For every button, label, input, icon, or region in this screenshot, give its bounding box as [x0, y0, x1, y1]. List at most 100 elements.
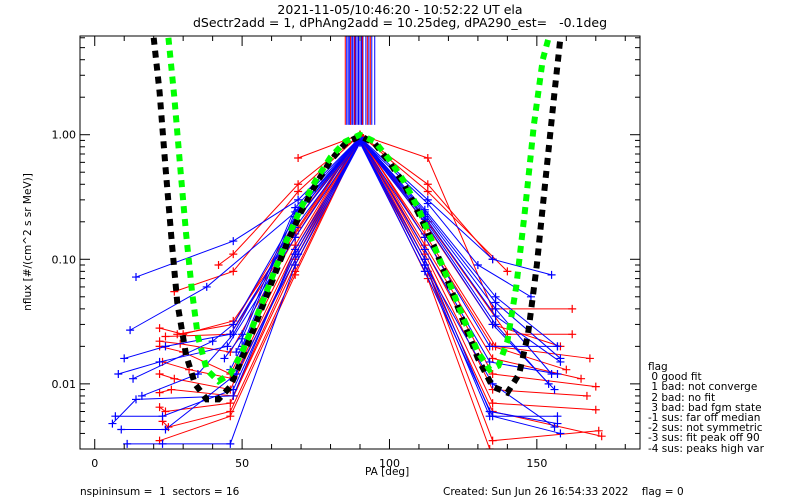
data-point-marker — [126, 326, 135, 335]
data-point-marker — [294, 180, 303, 189]
data-point-marker — [208, 337, 217, 346]
data-point-marker — [553, 412, 562, 421]
data-point-marker — [155, 403, 164, 412]
x-axis-label: PA [deg] — [365, 466, 410, 478]
data-point-marker — [488, 399, 497, 408]
data-point-marker — [547, 270, 556, 279]
data-point-marker — [491, 320, 500, 329]
data-point-marker — [420, 267, 429, 276]
data-point-marker — [591, 382, 600, 391]
data-point-marker — [155, 357, 164, 366]
series-line — [124, 139, 558, 359]
data-point-marker — [294, 187, 303, 196]
axes-group: 0 50 100 150 0.01 0.10 1.00 — [52, 35, 641, 470]
data-point-marker — [550, 385, 559, 394]
data-point-marker — [291, 260, 300, 269]
x-tick-label: 0 — [91, 457, 98, 470]
legend-title: flag — [648, 361, 668, 373]
data-point-marker — [167, 385, 176, 394]
data-point-marker — [556, 429, 565, 438]
data-point-marker — [503, 267, 512, 276]
data-point-marker — [137, 391, 146, 400]
data-point-marker — [294, 154, 303, 163]
data-point-marker — [577, 374, 586, 383]
chart-subtitle: dSectr2add = 1, dPhAng2add = 10.25deg, d… — [192, 15, 608, 30]
y-tick-label: 0.01 — [52, 378, 77, 391]
data-point-marker — [220, 354, 229, 363]
data-point-marker — [585, 354, 594, 363]
legend-entry: -3 sus: fit peak off 90 — [648, 432, 760, 445]
legend-entry: -2 sus: not symmetric — [648, 422, 763, 435]
data-point-marker — [423, 199, 432, 208]
data-point-marker — [582, 391, 591, 400]
data-point-marker — [158, 439, 167, 448]
series-line — [162, 135, 596, 388]
legend-entry: 0 good fit — [648, 371, 702, 384]
data-point-marker — [226, 412, 235, 421]
data-point-marker — [161, 425, 170, 434]
series-line — [118, 139, 558, 375]
series-line — [159, 134, 567, 371]
data-point-marker — [423, 180, 432, 189]
data-point-marker — [132, 395, 140, 404]
data-point-marker — [155, 369, 164, 378]
data-point-marker — [229, 330, 238, 339]
legend-entry: -4 sus: peaks high var — [648, 442, 764, 455]
x-tick-label: 100 — [379, 457, 400, 470]
data-point-marker — [485, 445, 494, 449]
data-point-marker — [229, 237, 238, 246]
data-point-marker — [155, 388, 164, 397]
data-point-marker — [155, 324, 164, 333]
data-point-marker — [120, 354, 129, 363]
data-point-marker — [491, 312, 500, 321]
legend-entry: 3 bad: bad fgm state — [648, 401, 762, 414]
data-point-marker — [420, 245, 429, 254]
legend-entry: 2 bad: no fit — [648, 391, 716, 404]
fit-curves-group — [150, 36, 564, 403]
data-point-marker — [488, 436, 497, 445]
data-point-marker — [170, 374, 179, 383]
x-tick-label: 50 — [235, 457, 249, 470]
data-point-marker — [117, 425, 126, 434]
data-point-marker — [232, 348, 241, 357]
data-point-marker — [123, 439, 132, 448]
data-point-marker — [129, 374, 138, 383]
data-point-marker — [562, 365, 571, 374]
data-point-marker — [553, 342, 562, 351]
y-tick-label: 0.10 — [52, 253, 77, 266]
data-point-marker — [223, 342, 232, 351]
y-axis-label: nflux [#/(cm^2 s sr MeV)] — [22, 173, 34, 311]
data-point-marker — [214, 260, 223, 269]
data-point-marker — [547, 369, 556, 378]
data-point-marker — [556, 354, 565, 363]
series-line — [127, 141, 561, 445]
series-line — [121, 141, 555, 431]
data-point-marker — [111, 412, 120, 421]
series-line — [159, 138, 491, 449]
data-point-marker — [291, 270, 300, 279]
vertical-lines-group — [344, 36, 376, 125]
data-point-marker — [173, 330, 182, 339]
x-tick-label: 150 — [526, 457, 547, 470]
data-point-marker — [161, 342, 170, 351]
data-point-marker — [568, 304, 577, 313]
data-point-marker — [226, 439, 235, 448]
data-point-marker — [229, 267, 238, 276]
y-tick-label: 1.00 — [52, 129, 77, 142]
data-point-marker — [594, 426, 603, 435]
data-point-marker — [132, 273, 140, 282]
data-point-marker — [193, 369, 202, 378]
data-point-marker — [423, 187, 432, 196]
data-point-marker — [591, 405, 600, 414]
data-point-marker — [473, 260, 482, 269]
series-line — [115, 141, 558, 417]
data-point-marker — [488, 255, 497, 264]
legend-entry: 1 bad: not converge — [648, 381, 758, 394]
data-point-marker — [229, 320, 238, 329]
flag-legend: flag 0 good fit 1 bad: not converge 2 ba… — [648, 362, 764, 454]
footer-left: nspininsum = 1 sectors = 16 — [80, 486, 240, 498]
data-point-marker — [423, 154, 432, 163]
series-line — [162, 137, 599, 442]
data-point-marker — [226, 399, 235, 408]
